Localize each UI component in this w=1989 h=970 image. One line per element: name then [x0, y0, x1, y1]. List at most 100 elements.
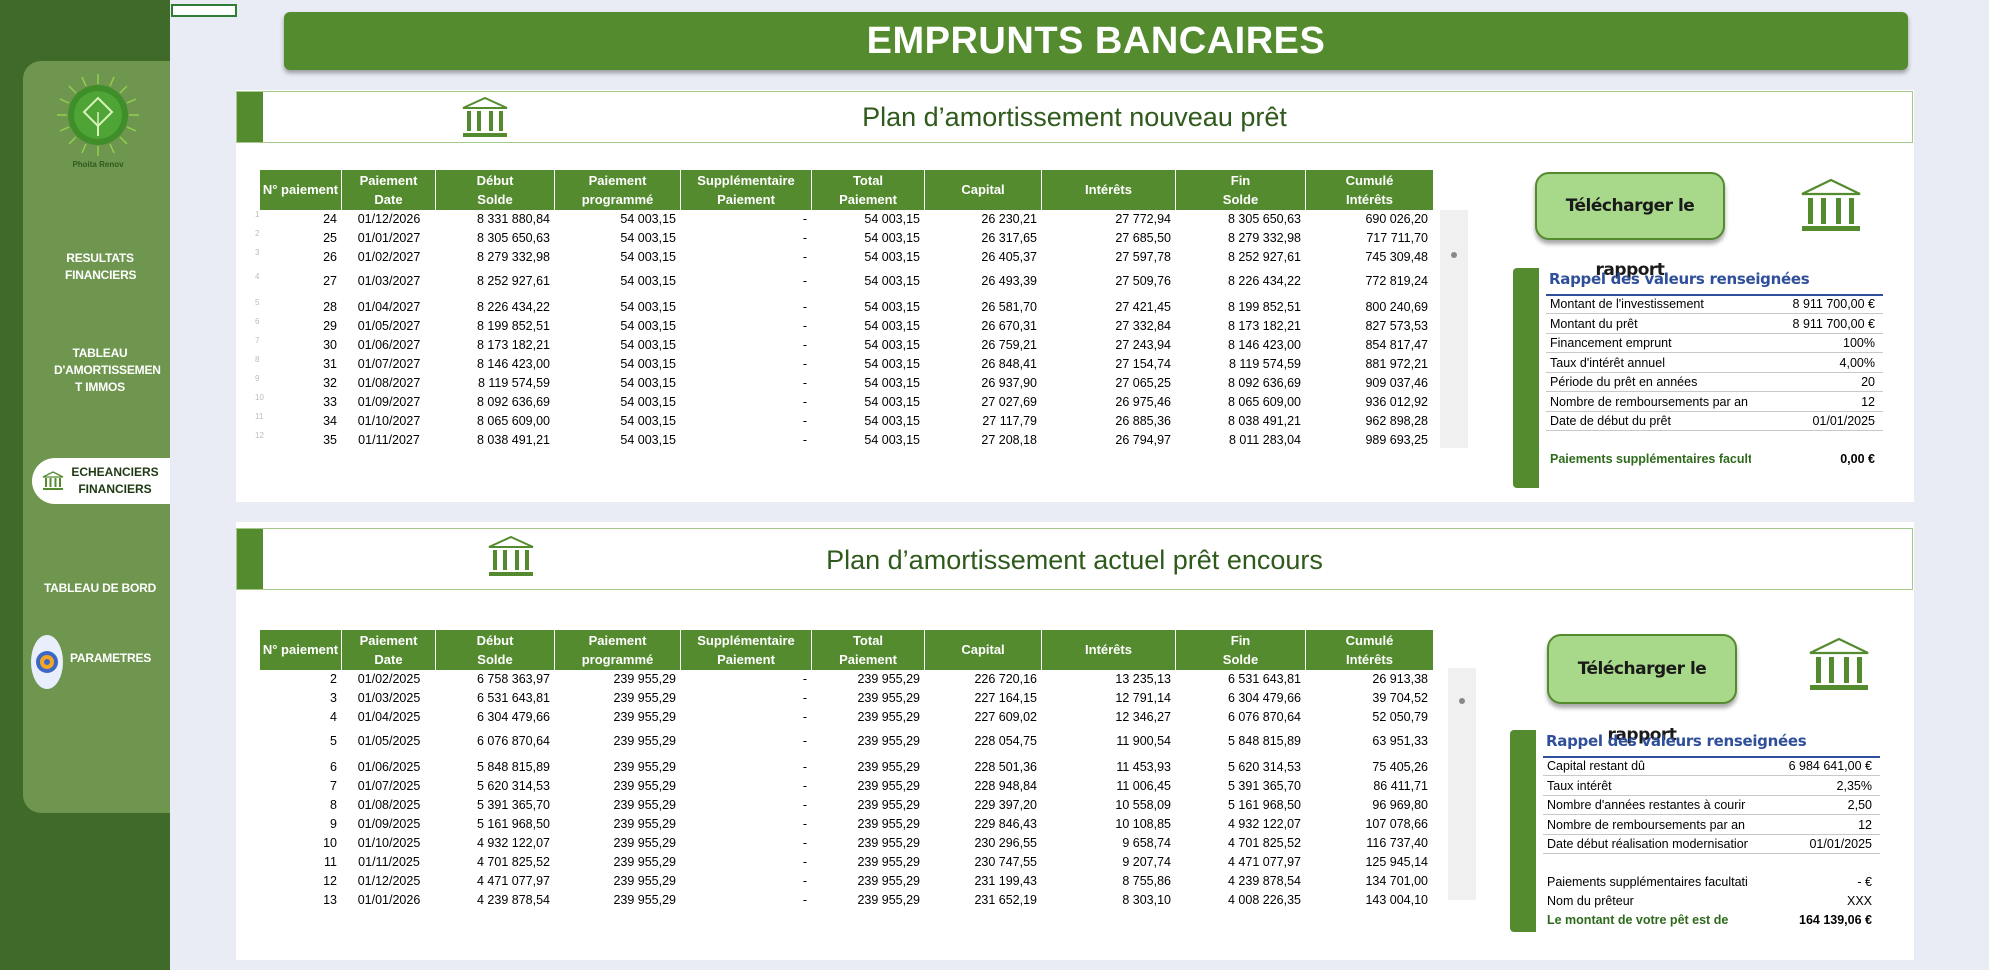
table-row[interactable]: 7 01/07/2025 5 620 314,53 239 955,29 - 239 95…	[260, 777, 1434, 796]
row-number: 1	[255, 210, 260, 219]
scrollbar[interactable]	[1440, 210, 1468, 448]
row-number: 2	[255, 229, 260, 238]
table-row[interactable]: 5 01/05/2025 6 076 870,64 239 955,29 - 239 95…	[260, 732, 1434, 751]
table-row[interactable]: 6 29 01/05/2027 8 199 852,51 54 003,15 - 54 00…	[255, 317, 1434, 336]
table-row[interactable]: 3 26 01/02/2027 8 279 332,98 54 003,15 - 54 00…	[255, 248, 1434, 267]
rappel-label: Nombre d'années restantes à courir	[1547, 798, 1746, 812]
table-cell: 12 346,27	[1115, 710, 1171, 724]
table-cell: 01/01/2027	[357, 231, 421, 245]
table-row[interactable]: 10 33 01/09/2027 8 092 636,69 54 003,15 - 54 0…	[255, 393, 1434, 412]
table-row[interactable]: 4 01/04/2025 6 304 479,66 239 955,29 - 239 95…	[260, 708, 1434, 727]
table-cell: 01/07/2025	[357, 779, 421, 793]
table-row[interactable]: 11 34 01/10/2027 8 065 609,00 54 003,15 - 54 0…	[255, 412, 1434, 431]
table-row[interactable]: 12 35 01/11/2027 8 038 491,21 54 003,15 - 54 0…	[255, 431, 1434, 450]
table-cell: 8 065 609,00	[1228, 395, 1301, 409]
table-cell: 6 304 479,66	[477, 710, 550, 724]
table-cell: 989 693,25	[1365, 433, 1428, 447]
selected-cell[interactable]	[171, 4, 237, 17]
rappel-row: Date début réalisation modernisation 01/0…	[1543, 835, 1880, 854]
rappel-row: Période du prêt en années 20	[1546, 373, 1883, 392]
table-row[interactable]: 7 30 01/06/2027 8 173 182,21 54 003,15 - 54 00…	[255, 336, 1434, 355]
table-cell: 12 791,14	[1115, 691, 1171, 705]
table-cell: -	[802, 376, 807, 390]
table-cell: 4 701 825,52	[1228, 836, 1301, 850]
rappel-row: Capital restant dû 6 984 641,00 €	[1543, 757, 1880, 776]
table-cell: 01/08/2027	[357, 376, 421, 390]
download-report-button[interactable]: Télécharger le rapport	[1535, 172, 1725, 280]
sidebar-item-tableau-de-bord[interactable]: TABLEAU DE BORD	[30, 580, 170, 597]
table-cell: 4 701 825,52	[477, 855, 550, 869]
scrollbar[interactable]	[1448, 668, 1476, 900]
rappel-label: Montant du prêt	[1550, 317, 1638, 331]
sidebar-item-tableau-amortissement[interactable]: TABLEAU D'AMORTISSEMEN T IMMOS	[30, 345, 170, 396]
table-cell: 239 955,29	[613, 734, 676, 748]
rappel-label: Capital restant dû	[1547, 759, 1645, 773]
table-cell: 54 003,15	[864, 300, 920, 314]
row-number: 4	[255, 272, 260, 281]
column-header: Paiement programmé	[555, 630, 681, 670]
table-cell: 239 955,29	[857, 874, 920, 888]
rappel-value: 2,35%	[1836, 779, 1872, 793]
table-row[interactable]: 8 31 01/07/2027 8 146 423,00 54 003,15 - 54 00…	[255, 355, 1434, 374]
table-cell: 229 846,43	[974, 817, 1037, 831]
table-cell: -	[802, 672, 807, 686]
table-cell: 231 652,19	[974, 893, 1037, 907]
table-cell: 54 003,15	[864, 395, 920, 409]
table-row[interactable]: 5 28 01/04/2027 8 226 434,22 54 003,15 - 54 00…	[255, 298, 1434, 317]
download-report-button[interactable]: Télécharger le rapport	[1547, 634, 1737, 745]
sidebar-item-parametres[interactable]: PARAMETRES	[70, 650, 151, 667]
table-cell: 11 900,54	[1116, 734, 1171, 748]
scroll-thumb[interactable]	[1451, 252, 1457, 258]
table-cell: 54 003,15	[620, 319, 676, 333]
table-cell: 01/08/2025	[357, 798, 421, 812]
table-row[interactable]: 12 01/12/2025 4 471 077,97 239 955,29 - 239 9…	[260, 872, 1434, 891]
column-header: Paiement Date	[342, 170, 436, 210]
table-cell: 54 003,15	[864, 376, 920, 390]
table-cell: 54 003,15	[620, 300, 676, 314]
table-row[interactable]: 13 01/01/2026 4 239 878,54 239 955,29 - 239 9…	[260, 891, 1434, 910]
table-cell: 5 161 968,50	[1228, 798, 1301, 812]
column-header: Supplémentaire Paiement	[681, 630, 812, 670]
table-cell: 54 003,15	[620, 414, 676, 428]
table-row[interactable]: 11 01/11/2025 4 701 825,52 239 955,29 - 239 9…	[260, 853, 1434, 872]
table-cell: 4 008 226,35	[1228, 893, 1301, 907]
sidebar-item-label: TABLEAU D'AMORTISSEMEN T IMMOS	[54, 346, 161, 394]
rappel-panel: Rappel des valeurs renseignées Montant d…	[1513, 268, 1885, 488]
column-header: Fin Solde	[1176, 170, 1306, 210]
table-cell: 8 199 852,51	[477, 319, 550, 333]
rappel-label: Nom du prêteur	[1547, 894, 1634, 908]
loan-total-value: 164 139,06 €	[1799, 913, 1872, 927]
table-row[interactable]: 2 25 01/01/2027 8 305 650,63 54 003,15 - 54 00…	[255, 229, 1434, 248]
table-row[interactable]: 8 01/08/2025 5 391 365,70 239 955,29 - 239 95…	[260, 796, 1434, 815]
table-row[interactable]: 9 01/09/2025 5 161 968,50 239 955,29 - 239 95…	[260, 815, 1434, 834]
table-row[interactable]: 3 01/03/2025 6 531 643,81 239 955,29 - 239 95…	[260, 689, 1434, 708]
table-cell: 54 003,15	[620, 212, 676, 226]
rappel-row: Nombre d'années restantes à courir 2,50	[1543, 796, 1880, 815]
table-row[interactable]: 6 01/06/2025 5 848 815,89 239 955,29 - 239 95…	[260, 758, 1434, 777]
table-cell: 909 037,46	[1365, 376, 1428, 390]
table-cell: 26 317,65	[981, 231, 1037, 245]
table-cell: 01/02/2025	[357, 672, 421, 686]
column-header: Capital	[925, 630, 1042, 670]
table-cell: 239 955,29	[857, 710, 920, 724]
sidebar-item-resultats[interactable]: RESULTATS FINANCIERS	[30, 250, 170, 284]
table-cell: 7	[330, 779, 337, 793]
sidebar-item-echeanciers[interactable]: ECHEANCIERS FINANCIERS	[32, 458, 170, 504]
table-cell: 4 239 878,54	[1228, 874, 1301, 888]
table-row[interactable]: 10 01/10/2025 4 932 122,07 239 955,29 - 239 9…	[260, 834, 1434, 853]
table-row[interactable]: 9 32 01/08/2027 8 119 574,59 54 003,15 - 54 00…	[255, 374, 1434, 393]
rappel-value: 8 911 700,00 €	[1792, 317, 1875, 331]
rappel-row: Nombre de remboursements par an 12	[1546, 393, 1883, 412]
rappel-row: Financement emprunt 100%	[1546, 334, 1883, 353]
table-row[interactable]: 2 01/02/2025 6 758 363,97 239 955,29 - 239 95…	[260, 670, 1434, 689]
table-cell: 239 955,29	[613, 779, 676, 793]
table-row[interactable]: 4 27 01/03/2027 8 252 927,61 54 003,15 - 54 00…	[255, 272, 1434, 291]
rappel-value: - €	[1857, 875, 1872, 889]
table-cell: 54 003,15	[864, 231, 920, 245]
table-cell: 8 173 182,21	[1228, 319, 1301, 333]
table-cell: 27 117,79	[982, 414, 1037, 428]
column-header: Supplémentaire Paiement	[681, 170, 812, 210]
table-row[interactable]: 1 24 01/12/2026 8 331 880,84 54 003,15 - 54 00…	[255, 210, 1434, 229]
scroll-thumb[interactable]	[1459, 698, 1465, 704]
table-cell: 54 003,15	[864, 433, 920, 447]
